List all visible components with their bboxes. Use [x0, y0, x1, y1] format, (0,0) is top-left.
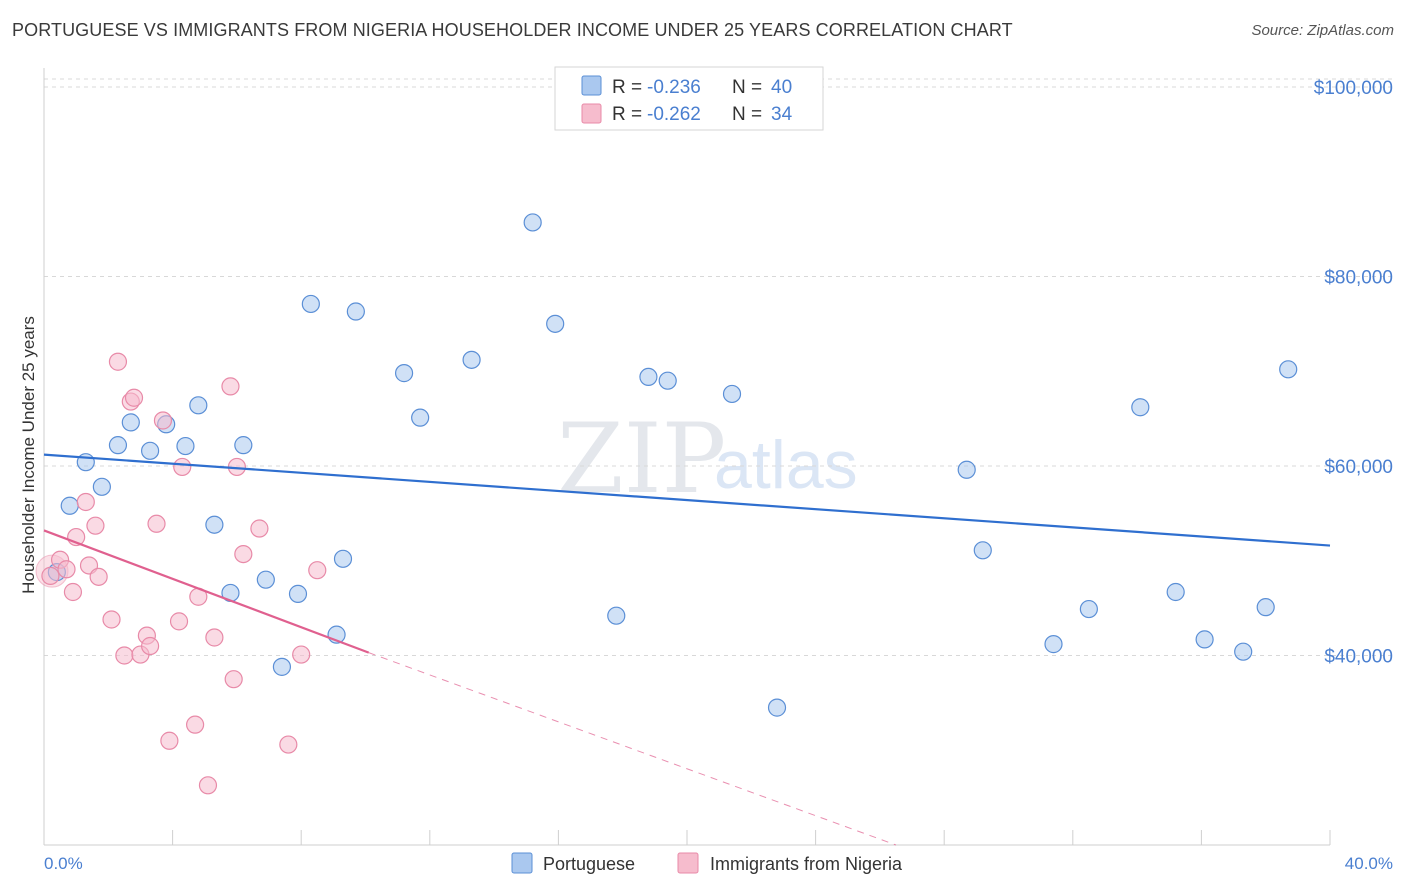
portuguese-point [658, 371, 677, 390]
nigeria-point [86, 516, 105, 535]
portuguese-point [333, 549, 353, 568]
portuguese-point [523, 213, 542, 232]
legend-swatch-nigeria [581, 103, 602, 124]
nigeria-point [63, 582, 83, 602]
stats-legend: R = -0.236 N = 40 R = -0.262 N = 34 [554, 66, 824, 131]
portuguese-point [256, 570, 275, 589]
nigeria-point [205, 628, 224, 647]
y-tick-label: $40,000 [1324, 646, 1393, 667]
portuguese-point [957, 460, 976, 479]
nigeria-point [147, 514, 166, 533]
nigeria-point [292, 645, 311, 664]
y-tick-label: $80,000 [1324, 267, 1393, 288]
portuguese-trend-line [43, 453, 1331, 547]
portuguese-point [1234, 642, 1253, 661]
nigeria-point [221, 377, 240, 396]
nigeria-point [102, 610, 121, 629]
nigeria-point [89, 567, 108, 586]
nigeria-point [76, 492, 95, 512]
nigeria-point [153, 411, 173, 430]
portuguese-point [140, 441, 160, 460]
legend-r-label: R = [612, 104, 642, 125]
portuguese-point [546, 314, 565, 333]
y-tick-labels: $40,000 $60,000 $80,000 $100,000 [1314, 78, 1393, 668]
data-points [35, 213, 1298, 795]
series-legend: Portuguese Immigrants from Nigeria [511, 852, 903, 874]
legend-n-label: N = [732, 77, 762, 98]
portuguese-point [607, 606, 626, 625]
x-tick-label-min: 0.0% [44, 854, 83, 873]
portuguese-point [1166, 582, 1185, 602]
portuguese-point [462, 350, 481, 369]
portuguese-point [234, 436, 253, 455]
portuguese-point [1079, 599, 1098, 619]
trend-lines [43, 453, 1331, 846]
nigeria-point [160, 731, 179, 750]
nigeria-point [140, 636, 160, 656]
nigeria-point [186, 715, 205, 734]
watermark-zip: ZIP [557, 403, 726, 515]
nigeria-point [169, 612, 189, 631]
nigeria-point [224, 670, 243, 689]
portuguese-point [92, 477, 111, 496]
y-tick-label: $60,000 [1324, 457, 1393, 478]
series-legend-swatch-portuguese [511, 852, 533, 874]
source-label: Source: ZipAtlas.com [1251, 22, 1394, 39]
legend-n-value: 34 [771, 104, 793, 125]
portuguese-point [301, 294, 320, 314]
nigeria-point [57, 560, 76, 579]
legend-n-label: N = [732, 104, 762, 125]
y-axis-label: Householder Income Under 25 years [19, 316, 38, 594]
nigeria-point [308, 561, 327, 580]
portuguese-point [176, 436, 195, 456]
legend-n-value: 40 [771, 77, 792, 98]
portuguese-point [973, 541, 992, 560]
portuguese-point [121, 413, 140, 432]
series-legend-label-nigeria: Immigrants from Nigeria [710, 854, 903, 874]
legend-r-value: -0.262 [647, 104, 701, 125]
nigeria-point [124, 388, 144, 407]
page-title: PORTUGUESE VS IMMIGRANTS FROM NIGERIA HO… [12, 20, 1013, 40]
portuguese-point [189, 396, 208, 415]
portuguese-point [108, 436, 128, 455]
nigeria-point [115, 646, 134, 665]
x-axis-ticks [43, 830, 1331, 845]
portuguese-point [1256, 598, 1275, 617]
portuguese-point [722, 384, 742, 404]
nigeria-point [173, 457, 192, 477]
portuguese-point [1044, 635, 1063, 654]
portuguese-point [394, 364, 414, 383]
nigeria-point [198, 776, 218, 795]
portuguese-point [1195, 630, 1214, 649]
nigeria-point [108, 352, 128, 371]
portuguese-point [60, 496, 79, 515]
series-legend-label-portuguese: Portuguese [543, 854, 635, 874]
legend-r-value: -0.236 [647, 77, 701, 98]
y-tick-label: $100,000 [1314, 78, 1393, 99]
grid [44, 78, 1392, 656]
legend-swatch-portuguese [581, 75, 602, 96]
portuguese-point [767, 698, 787, 717]
portuguese-point [411, 408, 430, 427]
series-legend-swatch-nigeria [677, 852, 699, 874]
portuguese-point [272, 657, 292, 676]
portuguese-point [639, 367, 658, 387]
x-tick-label-max: 40.0% [1345, 854, 1393, 873]
portuguese-point [1131, 398, 1150, 417]
portuguese-point [205, 515, 224, 534]
nigeria-point [279, 735, 298, 754]
watermark-atlas: atlas [714, 427, 858, 503]
nigeria-point [41, 566, 60, 585]
nigeria-point [250, 519, 269, 538]
legend-r-label: R = [612, 77, 642, 98]
nigeria-trend-line [43, 529, 370, 654]
portuguese-point [346, 302, 365, 321]
nigeria-trend-extension [368, 652, 897, 846]
portuguese-point [288, 584, 308, 603]
portuguese-point [1279, 360, 1298, 379]
nigeria-point [234, 544, 253, 564]
